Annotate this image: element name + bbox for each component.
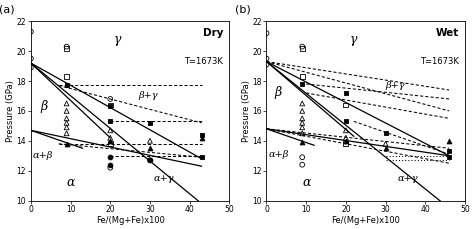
Point (263, 31, 270, 35)
Point (299, 75, 306, 78)
Point (299, 82, 306, 86)
Point (107, 103, 114, 107)
Text: β: β (41, 100, 48, 113)
Text: Wet: Wet (436, 28, 459, 38)
Point (27, 66, 35, 69)
Point (198, 155, 205, 159)
Point (299, 125, 306, 129)
Point (299, 46, 306, 50)
Point (445, 155, 453, 159)
Point (299, 102, 306, 105)
Point (146, 139, 154, 143)
Point (342, 142, 350, 146)
Point (382, 131, 389, 135)
X-axis label: Fe/(Mg+Fe)x100: Fe/(Mg+Fe)x100 (96, 216, 164, 225)
Point (63, 75, 71, 78)
Text: α+γ: α+γ (398, 174, 418, 183)
Point (107, 128, 114, 132)
Point (382, 146, 389, 150)
Point (198, 136, 205, 140)
Point (342, 103, 350, 107)
Point (63, 121, 71, 125)
Point (63, 46, 71, 50)
Point (107, 155, 114, 159)
Point (299, 163, 306, 166)
Text: α+β: α+β (268, 150, 289, 159)
Text: T=1673K: T=1673K (184, 57, 223, 66)
Point (27, 30, 35, 33)
Point (63, 117, 71, 120)
X-axis label: Fe/(Mg+Fe)x100: Fe/(Mg+Fe)x100 (331, 216, 400, 225)
Point (342, 139, 350, 143)
Text: T=1673K: T=1673K (420, 57, 459, 66)
Point (146, 158, 154, 162)
Point (299, 109, 306, 113)
Point (63, 142, 71, 146)
Point (342, 120, 350, 123)
Point (146, 121, 154, 125)
Point (146, 146, 154, 150)
Text: α: α (302, 176, 311, 189)
Text: γ: γ (350, 33, 357, 46)
Point (198, 133, 205, 137)
Y-axis label: Pressure (GPa): Pressure (GPa) (6, 80, 15, 142)
Text: α+γ: α+γ (154, 174, 174, 183)
Point (299, 131, 306, 135)
Y-axis label: Pressure (GPa): Pressure (GPa) (242, 80, 251, 142)
Point (445, 139, 453, 143)
Point (107, 120, 114, 123)
Text: (a): (a) (0, 4, 15, 14)
Text: Dry: Dry (203, 28, 223, 38)
Point (63, 102, 71, 105)
Text: β: β (274, 87, 282, 99)
Point (63, 84, 71, 87)
Point (146, 158, 154, 162)
Point (342, 136, 350, 140)
Point (299, 117, 306, 120)
Point (299, 140, 306, 144)
Point (107, 136, 114, 140)
Point (107, 142, 114, 146)
Point (445, 150, 453, 153)
Text: β+γ: β+γ (385, 81, 405, 90)
Point (107, 105, 114, 108)
Point (263, 63, 270, 66)
Point (107, 163, 114, 166)
Point (63, 109, 71, 113)
Point (342, 91, 350, 95)
Text: α+β: α+β (33, 151, 53, 160)
Point (299, 45, 306, 49)
Point (107, 139, 114, 143)
Point (342, 128, 350, 132)
Text: β+γ: β+γ (138, 91, 158, 101)
Text: γ: γ (114, 33, 122, 46)
Point (382, 142, 389, 146)
Point (27, 57, 35, 60)
Point (63, 45, 71, 49)
Point (107, 166, 114, 169)
Text: α: α (67, 176, 75, 189)
Point (263, 57, 270, 60)
Point (107, 97, 114, 101)
Point (63, 125, 71, 129)
Point (299, 155, 306, 159)
Text: (b): (b) (235, 4, 250, 14)
Point (63, 131, 71, 135)
Point (299, 121, 306, 125)
